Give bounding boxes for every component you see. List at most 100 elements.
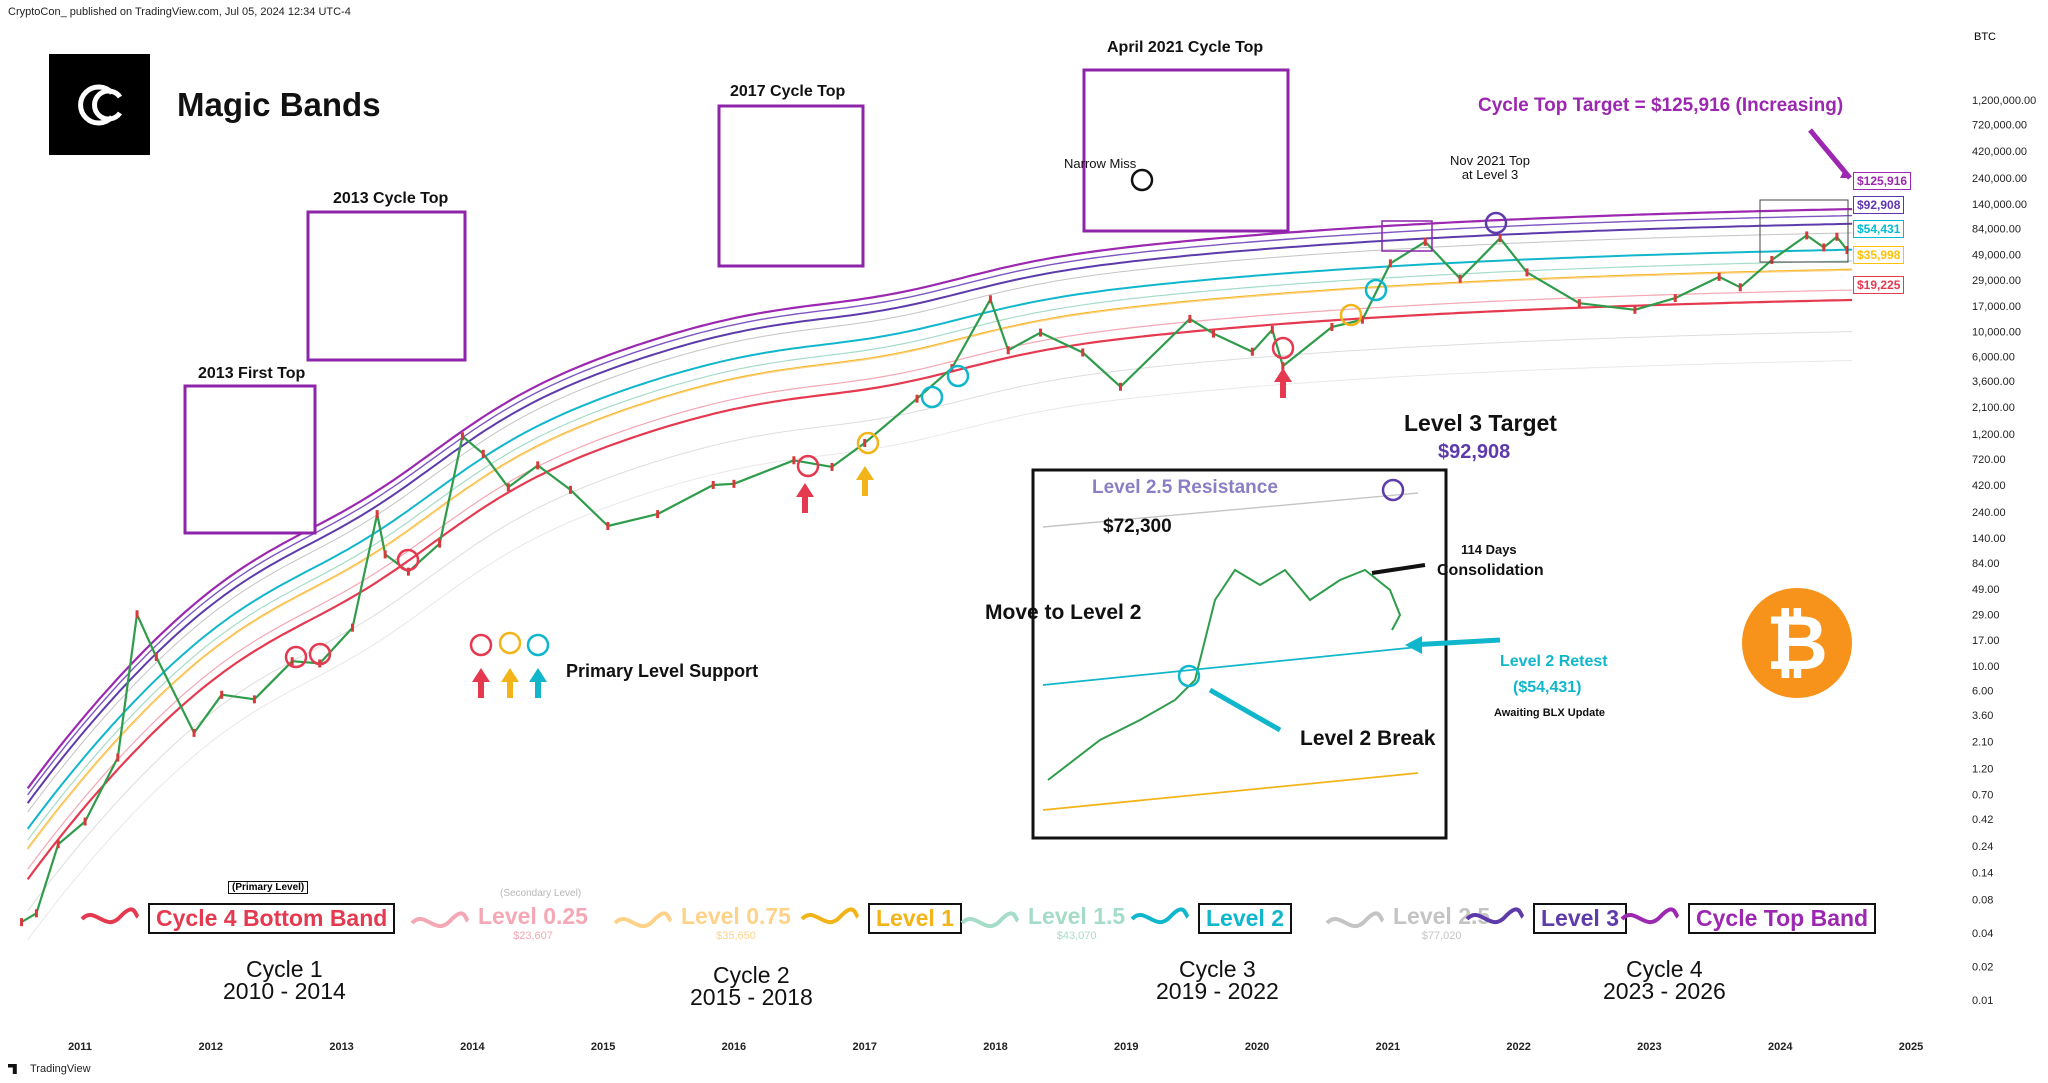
tradingview-footer: TradingView (8, 1063, 91, 1075)
cycle-years: 2019 - 2022 (1156, 978, 1279, 1004)
price-candle (135, 610, 139, 619)
price-72300-label: $72,300 (1103, 516, 1172, 537)
price-candle (792, 456, 796, 465)
2013-top-label: 2013 Cycle Top (333, 190, 449, 207)
cycle-top-target-label: Cycle Top Target = $125,916 (Increasing) (1478, 95, 1844, 116)
level3-target-title: Level 3 Target (1404, 410, 1557, 436)
time-axis-tick: 2022 (1506, 1041, 1530, 1053)
days-114-label: 114 Days (1461, 542, 1517, 557)
price-candle (34, 909, 38, 918)
zoom-box (1759, 199, 1849, 263)
legend-item: Cycle Top Band (1620, 903, 1877, 934)
price-candle (56, 840, 60, 849)
band-line (26, 248, 1853, 830)
band-line (26, 208, 1853, 789)
time-axis-tick: 2021 (1376, 1041, 1400, 1053)
inset-panels (183, 68, 1849, 840)
support-marker (469, 633, 493, 657)
inset-panel (1031, 468, 1448, 840)
legend-sub-value: $43,070 (1056, 930, 1097, 942)
consolidation-label: Consolidation (1437, 562, 1544, 579)
legend-swatch-icon (1130, 906, 1190, 924)
time-axis-tick: 2016 (722, 1041, 746, 1053)
cycle-label: Cycle 2 2015 - 2018 (690, 964, 813, 1009)
price-axis-tick: 420.00 (1972, 480, 2006, 492)
time-axis-tick: 2025 (1899, 1041, 1923, 1053)
cycle-label: Cycle 1 2010 - 2014 (223, 958, 346, 1003)
legend-swatch-icon (80, 906, 140, 924)
legend-item: Level 1 (800, 903, 962, 934)
price-axis-tick: 140.00 (1972, 533, 2006, 545)
legend-item: Level 0.75 $35,650 (613, 903, 791, 942)
legend-sub-value: $35,650 (716, 930, 756, 942)
inset-panel (717, 104, 865, 268)
price-candle (1633, 305, 1637, 314)
price-axis-tick: 29,000.00 (1972, 275, 2021, 287)
consolidation-arrow (1371, 563, 1426, 575)
awaiting-update-label: Awaiting BLX Update (1494, 707, 1606, 719)
price-candle (830, 462, 834, 471)
magic-bands (26, 208, 1853, 941)
price-axis-tick: 49,000.00 (1972, 250, 2021, 262)
support-marker (856, 431, 880, 455)
tradingview-logo-icon (8, 1064, 17, 1074)
time-axis-tick: 2017 (852, 1041, 876, 1053)
legend-label: Cycle 4 Bottom Band (148, 903, 396, 934)
up-arrow (501, 668, 519, 698)
price-candle (915, 394, 919, 403)
up-arrow (529, 668, 547, 698)
time-axis-tick: 2023 (1637, 1041, 1661, 1053)
price-axis-tick: 0.08 (1972, 894, 1993, 906)
band-line (27, 360, 1853, 941)
btc-price-line (20, 234, 1848, 924)
price-candle (1039, 328, 1043, 337)
cycle-name: Cycle 4 (1626, 956, 1703, 982)
band-value-tag: $125,916 (1853, 172, 1912, 190)
price-candle (568, 485, 572, 494)
tradingview-brand: TradingView (30, 1063, 91, 1075)
band-line (27, 331, 1853, 912)
price-candle (1835, 232, 1839, 241)
price-candle (481, 449, 485, 458)
level2-break-label: Level 2 Break (1300, 727, 1436, 750)
time-axis-tick: 2020 (1245, 1041, 1269, 1053)
price-axis-tick: 3,600.00 (1972, 376, 2015, 388)
retest-arrow (1409, 637, 1501, 648)
price-axis-tick: 29.00 (1972, 609, 2000, 621)
legend-label: Level 0.75 (681, 903, 791, 929)
price-candle (350, 623, 354, 632)
price-candle (406, 567, 410, 576)
price-candle (116, 753, 120, 762)
price-axis-tick: 49.00 (1972, 584, 2000, 596)
price-candle (988, 295, 992, 304)
legend-item: Level 0.25 $23,607 (410, 903, 588, 942)
price-candle (1770, 255, 1774, 264)
price-axis-tick: 84,000.00 (1972, 224, 2021, 236)
price-candle (1270, 325, 1274, 334)
time-axis-tick: 2011 (68, 1041, 92, 1053)
price-axis-tick: 84.00 (1972, 558, 2000, 570)
band-line (26, 298, 1853, 880)
price-candle (220, 690, 224, 699)
level25-resistance-label: Level 2.5 Resistance (1092, 477, 1278, 498)
2017-top-label: 2017 Cycle Top (730, 83, 846, 100)
nov-2021-zoom-box (1381, 220, 1433, 252)
cycle-label: Cycle 3 2019 - 2022 (1156, 958, 1279, 1004)
support-marker (796, 454, 820, 478)
inset-level1-line (1042, 772, 1419, 811)
legend-sub-value: $23,607 (513, 930, 553, 942)
price-candle (154, 652, 158, 661)
time-axis-tick: 2014 (460, 1041, 485, 1053)
price-candle (1458, 274, 1462, 283)
legend-item: Cycle 4 Bottom Band (80, 903, 396, 934)
level2-retest-value: ($54,431) (1513, 679, 1582, 696)
price-axis-tick: 1.20 (1972, 763, 1993, 775)
price-axis-tick: 10,000.00 (1972, 327, 2021, 339)
break-arrow (1208, 687, 1282, 733)
secondary-level-note: (Secondary Level) (500, 888, 582, 899)
move-level2-label: Move to Level 2 (985, 601, 1142, 624)
legend-swatch-icon (1325, 910, 1385, 928)
support-marker (1364, 278, 1388, 302)
up-arrow (1274, 368, 1292, 398)
